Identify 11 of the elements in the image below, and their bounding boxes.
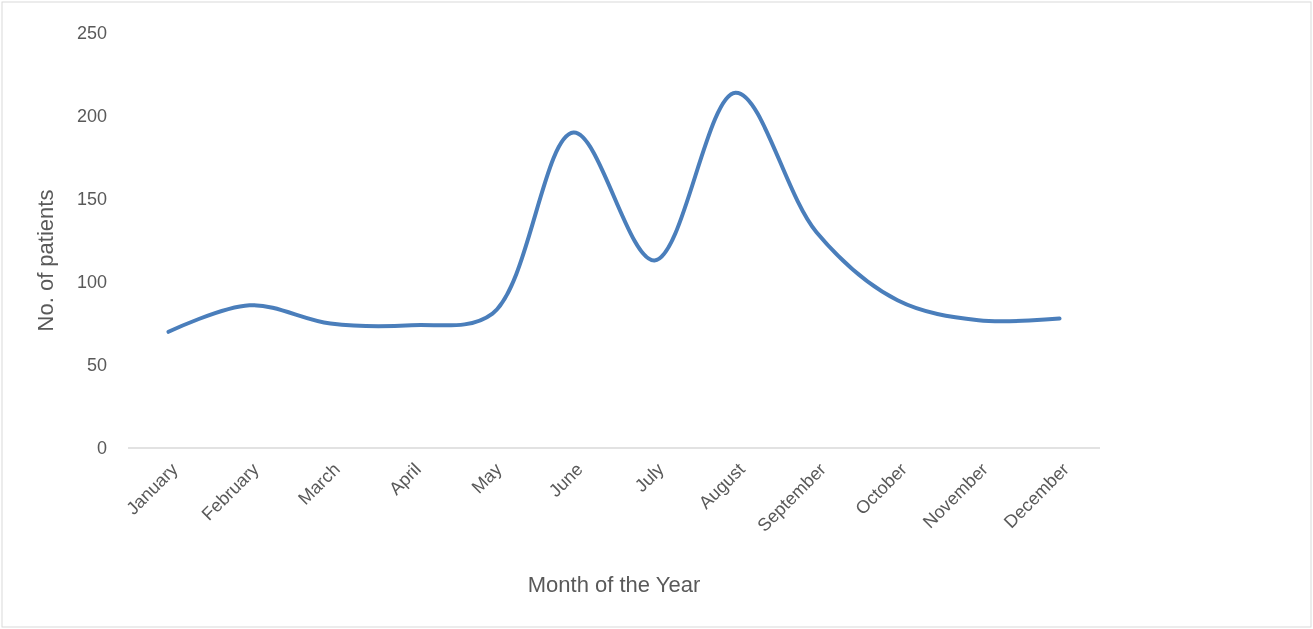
line-series	[166, 90, 1062, 334]
y-tick-label: 250	[76, 23, 107, 44]
y-tick-label: 100	[76, 272, 107, 293]
y-tick-label: 200	[76, 106, 107, 127]
y-axis-title: No. of patients	[33, 189, 58, 332]
y-tick-label: 0	[96, 438, 107, 459]
x-tick-label: May	[467, 459, 506, 498]
y-tick-label: 150	[76, 189, 107, 210]
y-tick-label: 50	[86, 355, 107, 376]
x-axis-title: Month of the Year	[527, 572, 701, 597]
x-tick-label: July	[631, 459, 668, 496]
